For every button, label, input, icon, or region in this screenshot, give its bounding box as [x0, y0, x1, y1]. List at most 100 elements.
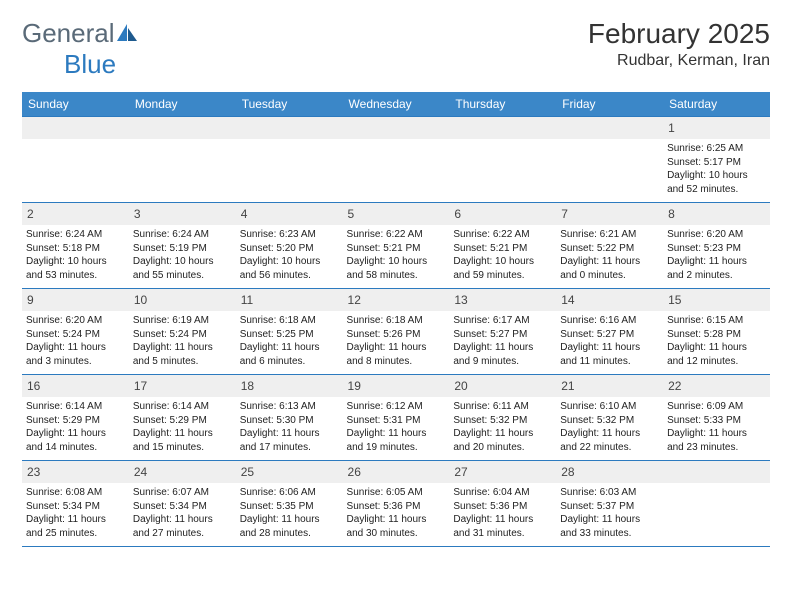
sunrise-text: Sunrise: 6:18 AM	[347, 314, 446, 328]
day-number: 5	[348, 207, 355, 221]
day-content-cell: Sunrise: 6:10 AMSunset: 5:32 PMDaylight:…	[556, 397, 663, 461]
day-content-cell	[343, 139, 450, 203]
day-content-cell: Sunrise: 6:17 AMSunset: 5:27 PMDaylight:…	[449, 311, 556, 375]
day-number-cell: 6	[449, 203, 556, 226]
day-content-cell: Sunrise: 6:19 AMSunset: 5:24 PMDaylight:…	[129, 311, 236, 375]
sunrise-text: Sunrise: 6:25 AM	[667, 142, 766, 156]
daylight-text: Daylight: 11 hours and 14 minutes.	[26, 427, 125, 454]
sunset-text: Sunset: 5:34 PM	[133, 500, 232, 514]
calendar-header-row: Sunday Monday Tuesday Wednesday Thursday…	[22, 92, 770, 117]
sunrise-text: Sunrise: 6:10 AM	[560, 400, 659, 414]
day-content-cell: Sunrise: 6:22 AMSunset: 5:21 PMDaylight:…	[449, 225, 556, 289]
daylight-text: Daylight: 11 hours and 28 minutes.	[240, 513, 339, 540]
day-number-cell	[663, 461, 770, 484]
day-content-cell: Sunrise: 6:11 AMSunset: 5:32 PMDaylight:…	[449, 397, 556, 461]
daylight-text: Daylight: 11 hours and 8 minutes.	[347, 341, 446, 368]
day-content-cell: Sunrise: 6:09 AMSunset: 5:33 PMDaylight:…	[663, 397, 770, 461]
day-number-cell: 25	[236, 461, 343, 484]
daylight-text: Daylight: 11 hours and 12 minutes.	[667, 341, 766, 368]
sunset-text: Sunset: 5:33 PM	[667, 414, 766, 428]
logo-text-2: Blue	[64, 49, 116, 79]
day-number-cell: 17	[129, 375, 236, 398]
sunrise-text: Sunrise: 6:14 AM	[26, 400, 125, 414]
day-number-cell: 11	[236, 289, 343, 312]
day-number: 28	[561, 465, 574, 479]
sunset-text: Sunset: 5:22 PM	[560, 242, 659, 256]
day-content-cell: Sunrise: 6:15 AMSunset: 5:28 PMDaylight:…	[663, 311, 770, 375]
sunrise-text: Sunrise: 6:21 AM	[560, 228, 659, 242]
daylight-text: Daylight: 11 hours and 23 minutes.	[667, 427, 766, 454]
sunset-text: Sunset: 5:34 PM	[26, 500, 125, 514]
day-content-cell: Sunrise: 6:08 AMSunset: 5:34 PMDaylight:…	[22, 483, 129, 547]
daylight-text: Daylight: 11 hours and 0 minutes.	[560, 255, 659, 282]
month-title: February 2025	[588, 18, 770, 50]
day-number: 24	[134, 465, 147, 479]
day-content-cell	[449, 139, 556, 203]
daylight-text: Daylight: 10 hours and 58 minutes.	[347, 255, 446, 282]
sunset-text: Sunset: 5:35 PM	[240, 500, 339, 514]
daylight-text: Daylight: 11 hours and 11 minutes.	[560, 341, 659, 368]
daylight-text: Daylight: 11 hours and 9 minutes.	[453, 341, 552, 368]
day-content-cell: Sunrise: 6:12 AMSunset: 5:31 PMDaylight:…	[343, 397, 450, 461]
sunset-text: Sunset: 5:26 PM	[347, 328, 446, 342]
weekday-sat: Saturday	[663, 92, 770, 117]
weekday-sun: Sunday	[22, 92, 129, 117]
day-number-cell: 3	[129, 203, 236, 226]
day-details: Sunrise: 6:22 AMSunset: 5:21 PMDaylight:…	[453, 228, 552, 282]
day-number: 23	[27, 465, 40, 479]
sunset-text: Sunset: 5:36 PM	[347, 500, 446, 514]
day-details: Sunrise: 6:21 AMSunset: 5:22 PMDaylight:…	[560, 228, 659, 282]
day-details: Sunrise: 6:04 AMSunset: 5:36 PMDaylight:…	[453, 486, 552, 540]
day-number: 3	[134, 207, 141, 221]
day-number: 15	[668, 293, 681, 307]
day-number: 21	[561, 379, 574, 393]
day-number-cell: 28	[556, 461, 663, 484]
day-number: 16	[27, 379, 40, 393]
location-label: Rudbar, Kerman, Iran	[588, 52, 770, 70]
day-content-cell: Sunrise: 6:23 AMSunset: 5:20 PMDaylight:…	[236, 225, 343, 289]
sunset-text: Sunset: 5:30 PM	[240, 414, 339, 428]
sunrise-text: Sunrise: 6:20 AM	[26, 314, 125, 328]
day-content-cell	[22, 139, 129, 203]
day-number: 10	[134, 293, 147, 307]
day-content-cell: Sunrise: 6:24 AMSunset: 5:18 PMDaylight:…	[22, 225, 129, 289]
sunset-text: Sunset: 5:19 PM	[133, 242, 232, 256]
sunrise-text: Sunrise: 6:24 AM	[26, 228, 125, 242]
daylight-text: Daylight: 11 hours and 17 minutes.	[240, 427, 339, 454]
day-number: 19	[348, 379, 361, 393]
day-number: 9	[27, 293, 34, 307]
sunrise-text: Sunrise: 6:06 AM	[240, 486, 339, 500]
day-number-row: 16171819202122	[22, 375, 770, 398]
day-number: 26	[348, 465, 361, 479]
day-content-cell	[236, 139, 343, 203]
day-content-cell: Sunrise: 6:20 AMSunset: 5:23 PMDaylight:…	[663, 225, 770, 289]
sunset-text: Sunset: 5:21 PM	[347, 242, 446, 256]
sunset-text: Sunset: 5:24 PM	[26, 328, 125, 342]
day-content-row: Sunrise: 6:25 AMSunset: 5:17 PMDaylight:…	[22, 139, 770, 203]
day-details: Sunrise: 6:10 AMSunset: 5:32 PMDaylight:…	[560, 400, 659, 454]
sunset-text: Sunset: 5:29 PM	[133, 414, 232, 428]
daylight-text: Daylight: 11 hours and 31 minutes.	[453, 513, 552, 540]
sunset-text: Sunset: 5:31 PM	[347, 414, 446, 428]
sunset-text: Sunset: 5:24 PM	[133, 328, 232, 342]
daylight-text: Daylight: 11 hours and 19 minutes.	[347, 427, 446, 454]
weekday-wed: Wednesday	[343, 92, 450, 117]
sunrise-text: Sunrise: 6:15 AM	[667, 314, 766, 328]
day-number: 25	[241, 465, 254, 479]
day-details: Sunrise: 6:03 AMSunset: 5:37 PMDaylight:…	[560, 486, 659, 540]
weekday-fri: Friday	[556, 92, 663, 117]
day-number: 1	[668, 121, 675, 135]
day-content-cell: Sunrise: 6:03 AMSunset: 5:37 PMDaylight:…	[556, 483, 663, 547]
day-number-cell: 14	[556, 289, 663, 312]
sunset-text: Sunset: 5:37 PM	[560, 500, 659, 514]
day-number-cell	[449, 117, 556, 140]
sunset-text: Sunset: 5:25 PM	[240, 328, 339, 342]
daylight-text: Daylight: 11 hours and 15 minutes.	[133, 427, 232, 454]
sunset-text: Sunset: 5:28 PM	[667, 328, 766, 342]
day-number: 8	[668, 207, 675, 221]
day-number-cell: 18	[236, 375, 343, 398]
day-number-row: 2345678	[22, 203, 770, 226]
day-number: 17	[134, 379, 147, 393]
day-number-cell: 16	[22, 375, 129, 398]
day-content-cell: Sunrise: 6:21 AMSunset: 5:22 PMDaylight:…	[556, 225, 663, 289]
